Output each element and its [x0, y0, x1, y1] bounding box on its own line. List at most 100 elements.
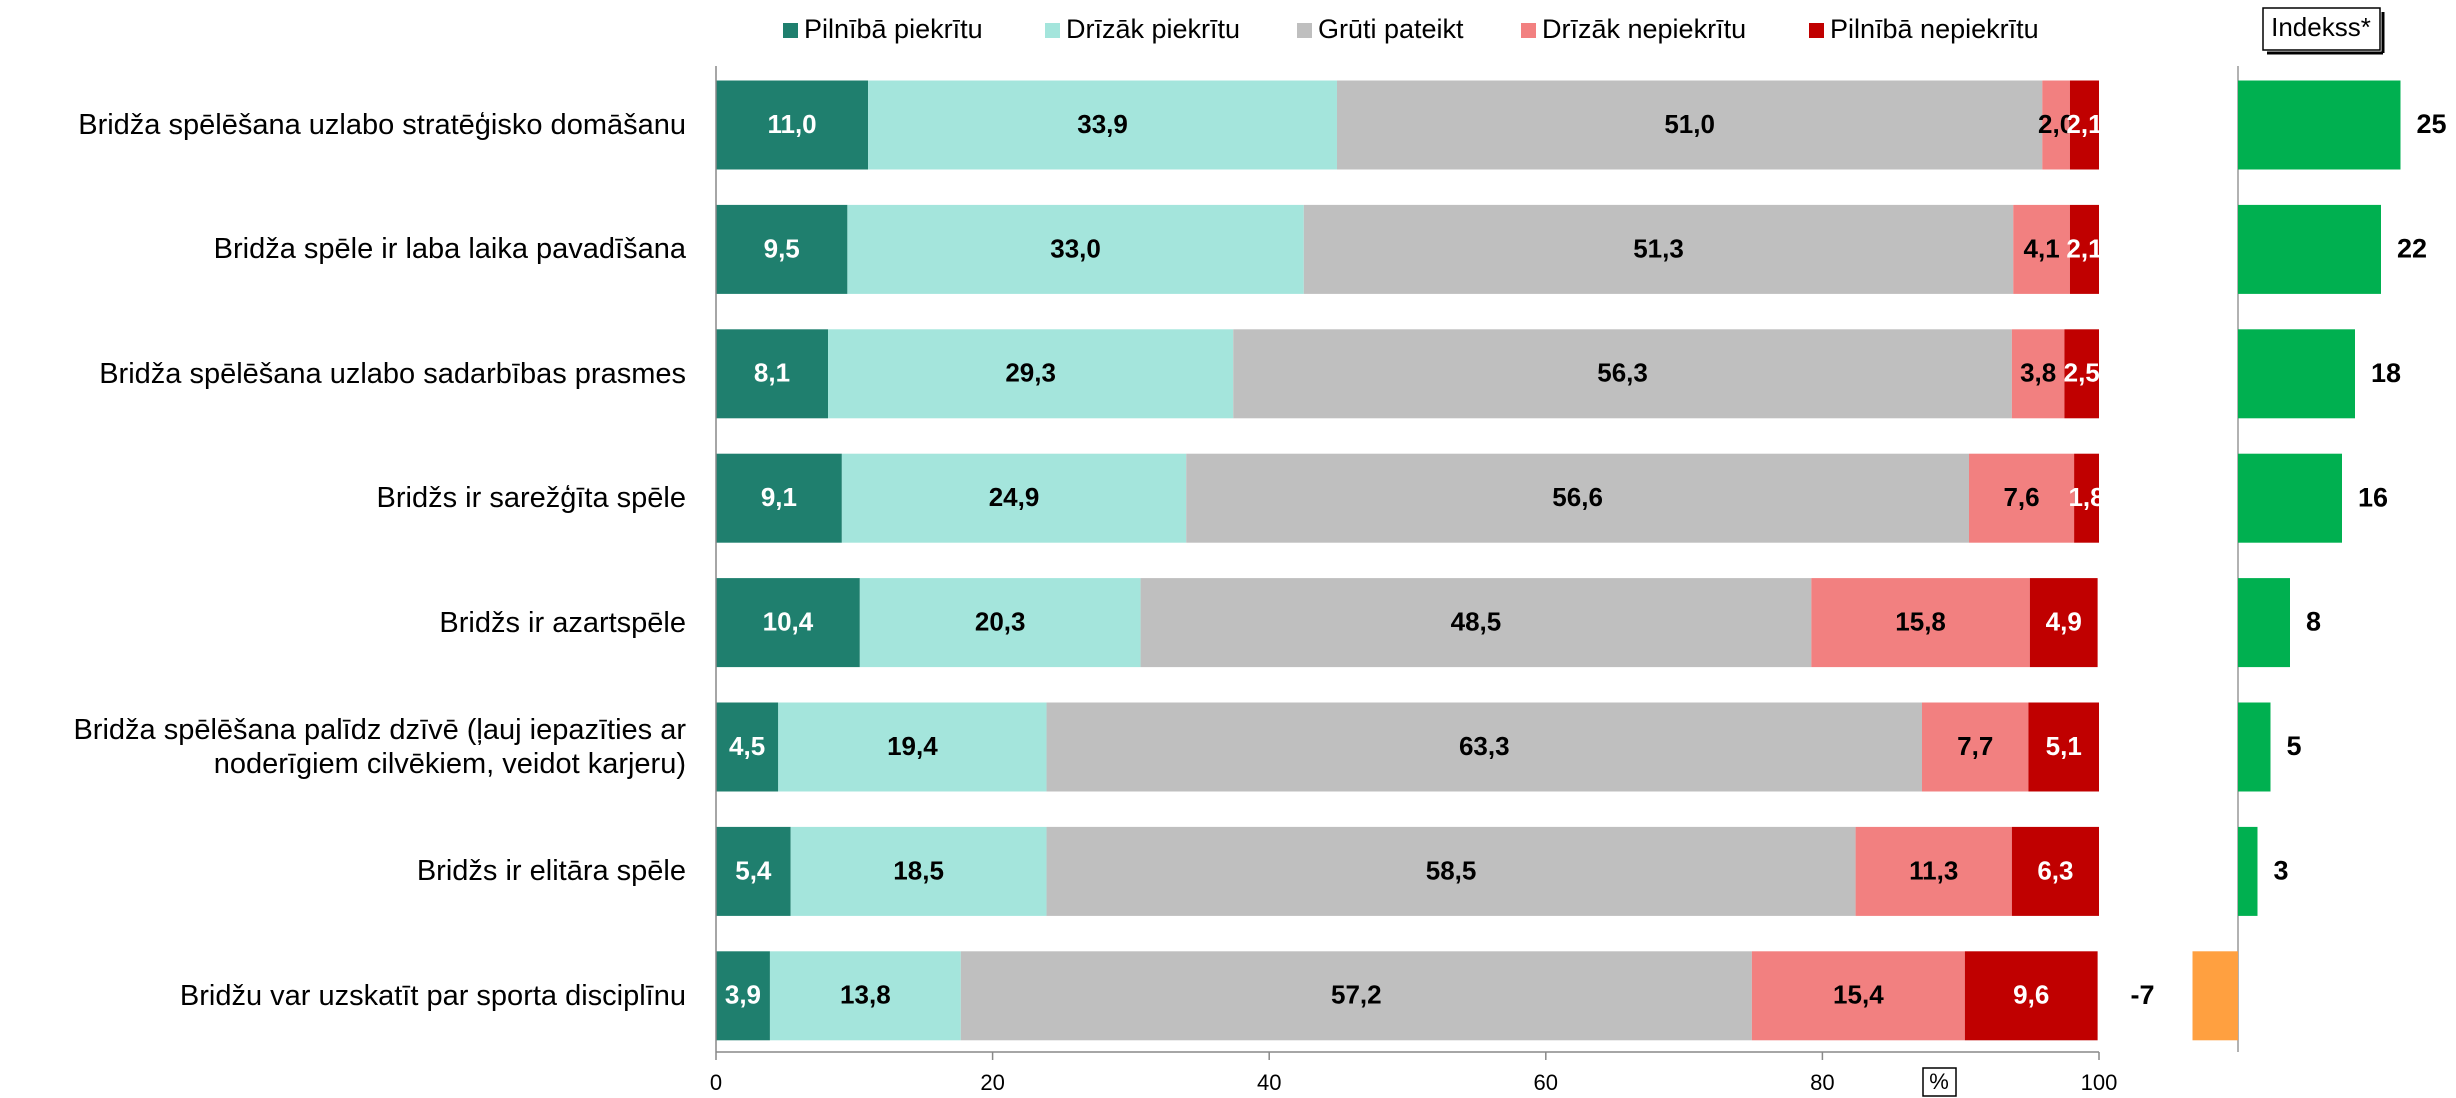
index-bar	[2238, 578, 2290, 668]
legend-swatch	[1521, 23, 1536, 38]
value-label: 29,3	[1005, 358, 1056, 388]
bar-segment	[1968, 453, 2075, 543]
value-label: 7,7	[1957, 731, 1993, 761]
index-bar	[2238, 329, 2355, 419]
value-label: 3,8	[2020, 358, 2056, 388]
index-bar	[2238, 204, 2381, 294]
legend-swatch	[1045, 23, 1060, 38]
value-label: 10,4	[763, 606, 814, 636]
value-label: 33,9	[1077, 109, 1128, 139]
value-label: 24,9	[989, 482, 1040, 512]
bar-segment	[778, 702, 1047, 792]
bar-segment	[716, 826, 791, 916]
value-label: 2,0	[2038, 109, 2074, 139]
value-label: 56,6	[1552, 482, 1603, 512]
category-label: Bridžs ir sarežģīta spēle	[376, 482, 686, 515]
bar-segment	[1921, 702, 2029, 792]
bar-segment	[2011, 826, 2099, 916]
value-label: 8,1	[754, 358, 790, 388]
index-bar	[2238, 702, 2271, 792]
x-tick-label: 0	[710, 1070, 722, 1095]
category-label: Bridžs ir azartspēle	[439, 606, 686, 639]
value-label: 58,5	[1426, 855, 1477, 885]
bar-segment	[2013, 204, 2070, 294]
bar-segment	[790, 826, 1047, 916]
bar-segment	[716, 329, 829, 419]
bar-segment	[716, 204, 848, 294]
bar-segment	[1233, 329, 2012, 419]
index-label: 16	[2358, 482, 2388, 512]
bar-segment	[868, 80, 1337, 170]
bar-segment	[2074, 453, 2099, 543]
bar-segment	[716, 702, 779, 792]
value-label: 15,4	[1833, 980, 1884, 1010]
bar-segment	[960, 951, 1752, 1041]
legend-label: Grūti pateikt	[1318, 14, 1464, 44]
x-axis-label: %	[1929, 1069, 1949, 1094]
value-label: 51,0	[1664, 109, 1715, 139]
bar-segment	[716, 951, 770, 1041]
bar-segment	[1046, 826, 1856, 916]
value-label: 56,3	[1597, 358, 1648, 388]
bar-segment	[859, 578, 1141, 668]
value-label: 2,1	[2066, 233, 2102, 263]
value-label: 48,5	[1451, 606, 1502, 636]
value-label: 20,3	[975, 606, 1026, 636]
x-tick-label: 40	[1257, 1070, 1281, 1095]
value-label: 5,1	[2046, 731, 2082, 761]
category-label: Bridža spēlēšana uzlabo sadarbības prasm…	[99, 357, 686, 390]
legend-label: Drīzāk piekrītu	[1066, 14, 1240, 44]
category-label: Bridžs ir elitāra spēle	[416, 855, 686, 888]
value-label: 2,1	[2066, 109, 2102, 139]
category-label: Bridža spēlēšana palīdz dzīvē (ļauj iepa…	[73, 714, 686, 780]
bar-segment	[847, 204, 1304, 294]
index-label: 3	[2274, 856, 2289, 886]
index-bar	[2192, 951, 2238, 1041]
legend-swatch	[783, 23, 798, 38]
index-label: 18	[2371, 358, 2401, 388]
x-tick-label: 60	[1534, 1070, 1558, 1095]
bar-segment	[2069, 204, 2099, 294]
bar-segment	[1303, 204, 2014, 294]
bar-segment	[2011, 329, 2065, 419]
bar-segment	[1855, 826, 2012, 916]
value-label: 11,0	[767, 109, 816, 139]
bar-segment	[716, 80, 869, 170]
x-label-box	[1922, 1067, 1957, 1097]
value-label: 57,2	[1331, 980, 1382, 1010]
value-label: 1,8	[2068, 482, 2104, 512]
legend-label: Drīzāk nepiekrītu	[1542, 14, 1746, 44]
bar-segment	[1811, 578, 2030, 668]
bar-segment	[2028, 702, 2099, 792]
bar-segment	[2064, 329, 2099, 419]
index-label: -7	[2130, 980, 2154, 1010]
index-title-box	[2262, 7, 2381, 51]
bar-segment	[716, 453, 842, 543]
bar-segment	[1964, 951, 2098, 1041]
index-label: 8	[2306, 607, 2321, 637]
value-label: 13,8	[840, 980, 891, 1010]
value-label: 18,5	[893, 855, 944, 885]
value-label: 19,4	[887, 731, 938, 761]
x-tick-label: 100	[2081, 1070, 2118, 1095]
bar-segment	[841, 453, 1187, 543]
x-tick-label: 20	[980, 1070, 1004, 1095]
legend-label: Pilnībā piekrītu	[804, 14, 983, 44]
value-label: 2,5	[2064, 358, 2100, 388]
index-label: 25	[2417, 109, 2447, 139]
x-tick-label: 80	[1810, 1070, 1834, 1095]
bar-segment	[828, 329, 1234, 419]
index-bar	[2238, 80, 2401, 170]
value-label: 9,6	[2013, 980, 2049, 1010]
legend-swatch	[1809, 23, 1824, 38]
value-label: 4,1	[2024, 233, 2060, 263]
bar-segment	[1336, 80, 2043, 170]
index-bar	[2238, 453, 2342, 543]
bar-segment	[2069, 80, 2099, 170]
value-label: 3,9	[725, 980, 761, 1010]
value-label: 33,0	[1050, 233, 1101, 263]
bar-segment	[1046, 702, 1922, 792]
index-label: 5	[2287, 731, 2302, 761]
